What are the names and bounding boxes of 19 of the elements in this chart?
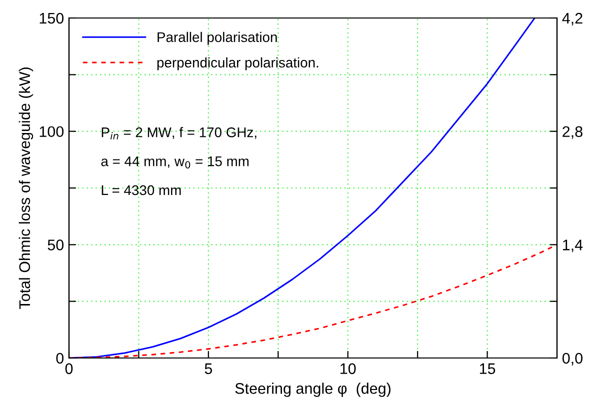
y2-tick-label: 2,8 [562, 126, 582, 139]
y-tick-label: 0 [56, 352, 64, 364]
y2-tick-label: 4,2 [562, 12, 582, 26]
y-tick-label: 150 [40, 12, 64, 24]
annotation: a = 44 mm, w$_{0}$ = 15 mm [101, 156, 249, 168]
y-tick-label: 50 [48, 240, 64, 250]
legend-label: perpendicular polarisation. [157, 57, 318, 70]
y-tick-label: 100 [40, 126, 64, 138]
y2-tick-label: 1,4 [563, 240, 583, 252]
x-tick-label: 15 [480, 363, 496, 374]
legend-label: Parallel polarisation [158, 32, 277, 45]
x-tick-label: 10 [340, 363, 356, 374]
y-axis-title: Total Ohmic loss of waveguide (kW) [18, 68, 34, 310]
x-axis-title: Steering angle φ (deg) [235, 382, 390, 397]
x-tick-label: 5 [204, 363, 212, 374]
annotation: L = 4330 mm [102, 185, 181, 196]
annotation: P$_{in}$ = 2 MW, f = 170 GHz, [102, 127, 256, 140]
x-tick-label: 0 [65, 363, 73, 374]
y2-tick-label: 0,0 [562, 352, 582, 366]
